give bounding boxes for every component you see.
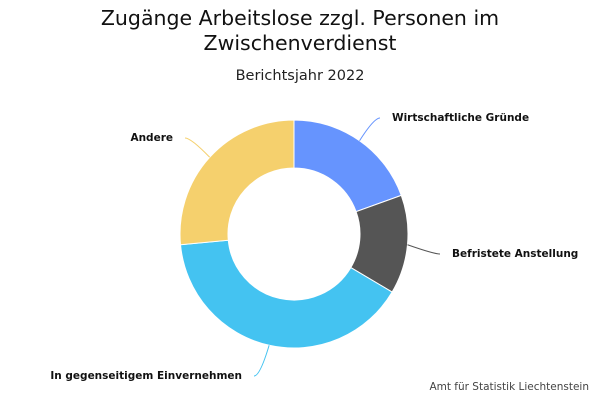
slice-label: Befristete Anstellung [452, 248, 578, 260]
chart-title-line-2: Zwischenverdienst [203, 31, 397, 55]
slice-connector [407, 244, 441, 255]
chart-title: Zugänge Arbeitslose zzgl. Personen im Zw… [0, 6, 600, 56]
donut-slice[interactable] [293, 119, 402, 213]
credit-text: Amt für Statistik Liechtenstein [429, 381, 589, 393]
chart-title-line-1: Zugänge Arbeitslose zzgl. Personen im [100, 6, 500, 30]
slice-label: Andere [130, 132, 173, 144]
slice-label: In gegenseitigem Einvernehmen [50, 370, 242, 382]
slice-connector [359, 117, 381, 141]
slice-connector [253, 345, 270, 377]
slice-connector [184, 137, 211, 158]
slice-label: Wirtschaftliche Gründe [392, 112, 529, 124]
donut-slice[interactable] [179, 119, 295, 246]
donut-slice[interactable] [179, 239, 393, 349]
chart-subtitle: Berichtsjahr 2022 [235, 68, 365, 84]
